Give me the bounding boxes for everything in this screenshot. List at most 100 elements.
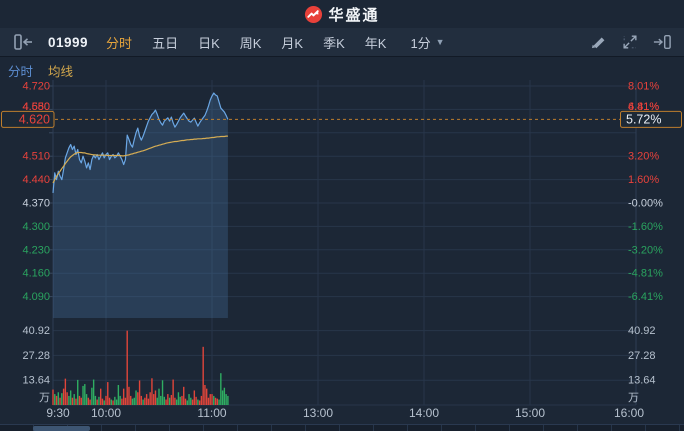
kline-interval-selector[interactable]: 1分 ▼: [410, 33, 444, 52]
volume-bar: [202, 346, 204, 405]
volume-axis-label: 40.92: [22, 325, 50, 337]
volume-bar: [100, 388, 102, 405]
volume-bar: [220, 373, 222, 405]
volume-bar: [105, 395, 107, 405]
volume-bar: [52, 389, 54, 405]
volume-bar: [98, 396, 100, 405]
volume-unit-label: 万: [628, 392, 639, 404]
volume-bar: [197, 399, 199, 405]
volume-bar: [66, 392, 68, 405]
price-axis-label: 4.510: [22, 151, 50, 163]
volume-bar: [62, 388, 65, 405]
time-axis-label: 16:00: [614, 406, 644, 420]
volume-bar: [156, 397, 158, 405]
scrollbar-thumb[interactable]: [33, 426, 90, 431]
percent-axis-label: 8.01%: [628, 81, 659, 93]
draw-icon[interactable]: [590, 33, 608, 51]
volume-axis-label: 27.28: [628, 350, 656, 362]
volume-bar: [218, 399, 220, 405]
percent-axis-label: -1.60%: [628, 221, 663, 233]
price-axis-label: 4.440: [22, 174, 50, 186]
price-axis-label: 4.650: [22, 101, 50, 113]
volume-bar: [177, 392, 180, 405]
volume-bar: [175, 399, 178, 405]
volume-bar: [154, 390, 157, 405]
volume-bar: [128, 386, 130, 405]
volume-bar: [206, 388, 208, 405]
time-axis-label: 15:00: [515, 406, 545, 420]
volume-bar: [216, 398, 218, 405]
volume-bar: [87, 397, 90, 405]
price-area-fill: [53, 93, 228, 319]
volume-bar: [160, 395, 162, 405]
toolbar-actions: [590, 33, 672, 51]
chart-canvas[interactable]: 4.720 8.01% 4.650 6.41% 4.580 4.81% 4.510 3.20%…: [0, 58, 684, 424]
volume-bar: [108, 397, 111, 405]
tab-minute[interactable]: 分时: [106, 35, 133, 51]
volume-bar: [117, 385, 120, 405]
tab-daily-k[interactable]: 日K: [198, 35, 220, 51]
tab-yearly-k[interactable]: 年K: [364, 35, 387, 51]
volume-bar: [227, 395, 229, 405]
volume-bar: [135, 390, 137, 405]
volume-bar: [115, 399, 118, 405]
volume-bar: [174, 397, 176, 405]
volume-bar: [181, 395, 183, 405]
volume-bar: [207, 397, 210, 405]
tab-monthly-k[interactable]: 月K: [281, 35, 304, 51]
volume-axis-label: 40.92: [628, 325, 656, 337]
collapse-left-icon[interactable]: [12, 32, 34, 52]
volume-bar: [96, 399, 98, 405]
volume-axis-label: 13.64: [628, 375, 656, 387]
volume-bar: [69, 390, 72, 405]
volume-bar: [137, 392, 139, 405]
dock-right-icon[interactable]: [652, 33, 672, 51]
volume-bar: [170, 395, 173, 405]
volume-bar: [140, 395, 143, 405]
volume-bar: [195, 396, 197, 405]
volume-bar: [190, 397, 192, 405]
volume-bar: [64, 378, 67, 405]
volume-bar: [161, 380, 164, 405]
chart-toolbar: 01999 分时 五日 日K 周K 月K 季K 年K 1分 ▼: [0, 28, 684, 57]
volume-bar: [122, 388, 125, 405]
volume-bar: [191, 399, 194, 405]
volume-bar: [142, 399, 144, 405]
tab-quarterly-k[interactable]: 季K: [323, 35, 345, 51]
volume-unit-label: 万: [39, 392, 50, 404]
fullscreen-icon[interactable]: [621, 33, 639, 51]
percent-axis-label: 3.20%: [628, 151, 659, 163]
chart-area: 分时 均线 4.720 8.01% 4.650 6.41% 4.580 4.81% 4.510…: [0, 58, 684, 431]
volume-bar: [172, 379, 174, 405]
volume-bar: [145, 394, 148, 405]
last-change-badge: [620, 110, 682, 128]
volume-bar: [158, 388, 160, 405]
volume-bar: [153, 394, 155, 405]
price-axis-label: 4.300: [22, 221, 50, 233]
last-change-value: 5.72%: [626, 112, 661, 126]
price-axis-label: 4.720: [22, 81, 50, 93]
volume-bar: [121, 398, 123, 405]
volume-bar: [126, 330, 128, 405]
volume-bar: [73, 394, 75, 405]
volume-bar: [186, 400, 188, 405]
tab-five-day[interactable]: 五日: [152, 35, 179, 51]
volume-bar: [59, 397, 61, 405]
volume-bar: [130, 395, 132, 405]
time-axis-label: 9:30: [46, 406, 70, 420]
price-axis-label: 4.160: [22, 268, 50, 280]
volume-bar: [163, 396, 165, 405]
chart-scrollbar[interactable]: [0, 424, 684, 431]
time-axis-label: 11:00: [197, 406, 226, 420]
volume-bar: [188, 394, 190, 405]
volume-bar: [61, 393, 63, 405]
volume-bar: [107, 382, 109, 405]
logo-flame-icon: [305, 5, 323, 23]
app-logo: 华盛通: [304, 4, 379, 25]
volume-axis-label: 13.64: [22, 375, 50, 387]
volume-bar: [80, 397, 82, 405]
tab-weekly-k[interactable]: 周K: [239, 35, 262, 51]
percent-axis-label: -6.41%: [628, 291, 663, 303]
volume-bar: [78, 395, 81, 405]
